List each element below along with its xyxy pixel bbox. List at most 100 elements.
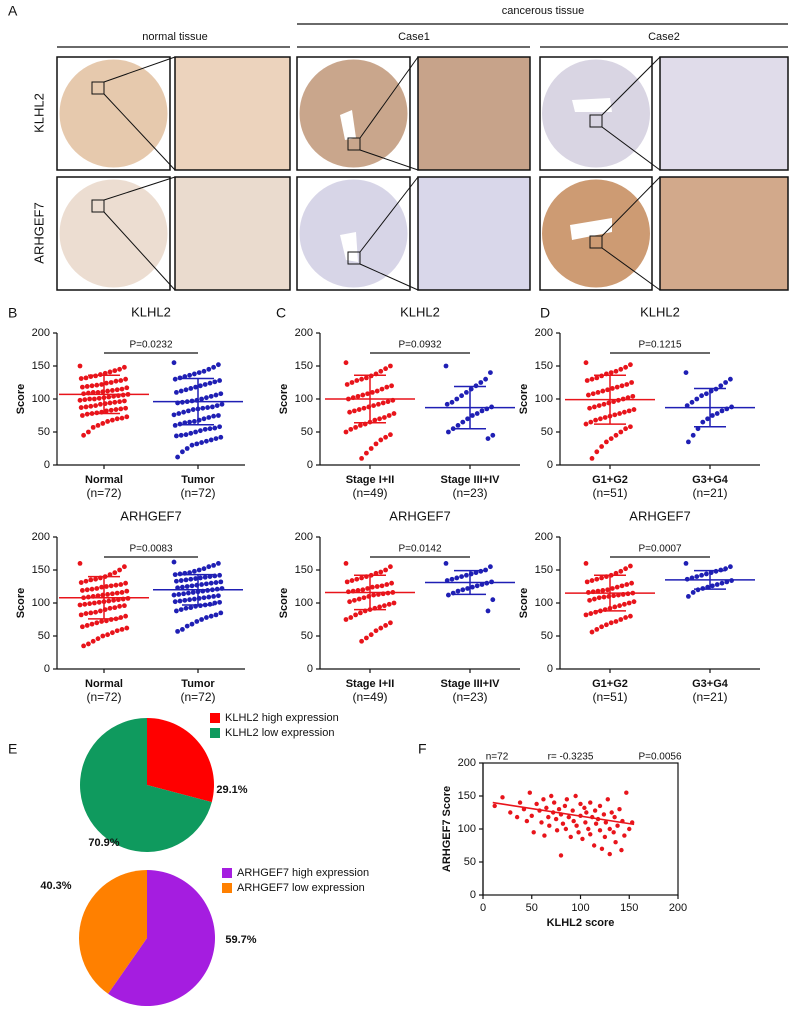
- data-point: [213, 392, 219, 398]
- data-point: [624, 790, 629, 795]
- data-point: [383, 567, 388, 573]
- data-point: [208, 580, 214, 586]
- data-point: [623, 615, 628, 620]
- data-point: [199, 440, 205, 445]
- data-point: [588, 611, 594, 616]
- legend-label: KLHL2 high expression: [225, 712, 339, 724]
- y-tick-label: 150: [295, 564, 313, 576]
- data-point: [588, 419, 594, 425]
- row-label: ARHGEF7: [31, 202, 46, 263]
- data-point: [592, 404, 597, 410]
- data-point: [199, 582, 205, 587]
- data-point: [117, 567, 122, 573]
- data-point: [122, 398, 127, 404]
- data-point: [119, 415, 125, 421]
- data-point: [122, 603, 127, 609]
- data-point: [182, 420, 188, 426]
- y-tick-label: 150: [458, 790, 476, 802]
- data-point: [198, 383, 203, 389]
- data-point: [556, 807, 562, 812]
- data-point: [613, 432, 619, 438]
- x-tick-label: 150: [620, 902, 638, 914]
- y-tick-label: 150: [535, 564, 553, 576]
- data-point: [193, 384, 199, 390]
- data-point: [100, 633, 106, 639]
- data-point: [347, 409, 352, 415]
- data-point: [94, 382, 100, 388]
- data-point: [383, 434, 388, 440]
- data-point: [83, 404, 89, 410]
- data-point: [617, 411, 622, 416]
- data-point: [180, 449, 185, 455]
- data-point: [558, 853, 564, 858]
- data-point: [194, 619, 200, 624]
- data-point: [460, 419, 466, 425]
- data-point: [459, 574, 464, 579]
- data-point: [592, 596, 597, 602]
- data-point: [177, 375, 183, 381]
- data-point: [349, 380, 355, 385]
- chart-title: ARHGEF7: [629, 508, 690, 523]
- data-point: [627, 826, 632, 832]
- data-point: [80, 413, 85, 418]
- data-point: [584, 579, 590, 585]
- n-label: (n=49): [352, 690, 387, 704]
- data-point: [93, 403, 98, 408]
- legend-swatch: [222, 883, 232, 893]
- data-point: [378, 625, 384, 631]
- data-point: [180, 627, 185, 632]
- data-point: [694, 574, 700, 579]
- data-point: [613, 570, 619, 576]
- data-point: [108, 407, 114, 413]
- data-point: [444, 578, 450, 583]
- data-point: [618, 617, 624, 622]
- data-point: [488, 370, 493, 375]
- data-point: [83, 578, 89, 584]
- data-point: [371, 403, 376, 408]
- x-tick-label: 50: [526, 902, 538, 914]
- data-point: [107, 369, 113, 375]
- column-header: normal tissue: [142, 31, 207, 43]
- data-point: [77, 397, 83, 403]
- data-point: [608, 620, 614, 626]
- error-bar: [88, 374, 120, 415]
- y-tick-label: 0: [547, 459, 553, 471]
- data-point: [354, 576, 360, 582]
- data-point: [99, 619, 104, 624]
- data-point: [192, 419, 197, 424]
- x-axis-label: KLHL2 score: [547, 917, 615, 929]
- data-point: [202, 382, 208, 387]
- data-point: [626, 600, 632, 606]
- data-point: [361, 405, 367, 411]
- data-point: [450, 426, 456, 432]
- data-point: [587, 405, 592, 411]
- data-point: [114, 590, 120, 596]
- data-point: [348, 615, 354, 620]
- data-point: [478, 380, 484, 385]
- data-point: [578, 801, 583, 807]
- annotation: P=0.0056: [638, 752, 682, 763]
- data-point: [106, 598, 112, 604]
- data-point: [113, 582, 119, 588]
- data-point: [112, 570, 118, 576]
- data-point: [388, 432, 393, 438]
- data-point: [78, 376, 84, 381]
- data-point: [353, 612, 358, 618]
- pie-slice: [79, 870, 147, 994]
- data-point: [114, 416, 120, 422]
- legend-swatch: [210, 713, 220, 723]
- column-header: Case1: [398, 31, 430, 43]
- data-point: [216, 593, 221, 599]
- data-point: [479, 408, 485, 414]
- data-point: [189, 621, 195, 627]
- data-point: [595, 588, 601, 594]
- data-point: [547, 823, 552, 828]
- data-point: [631, 599, 637, 605]
- data-point: [95, 593, 101, 599]
- slice-label: 40.3%: [40, 880, 71, 892]
- data-point: [628, 613, 633, 619]
- data-point: [370, 390, 375, 395]
- data-point: [89, 586, 95, 592]
- data-point: [586, 392, 591, 398]
- data-point: [694, 396, 700, 402]
